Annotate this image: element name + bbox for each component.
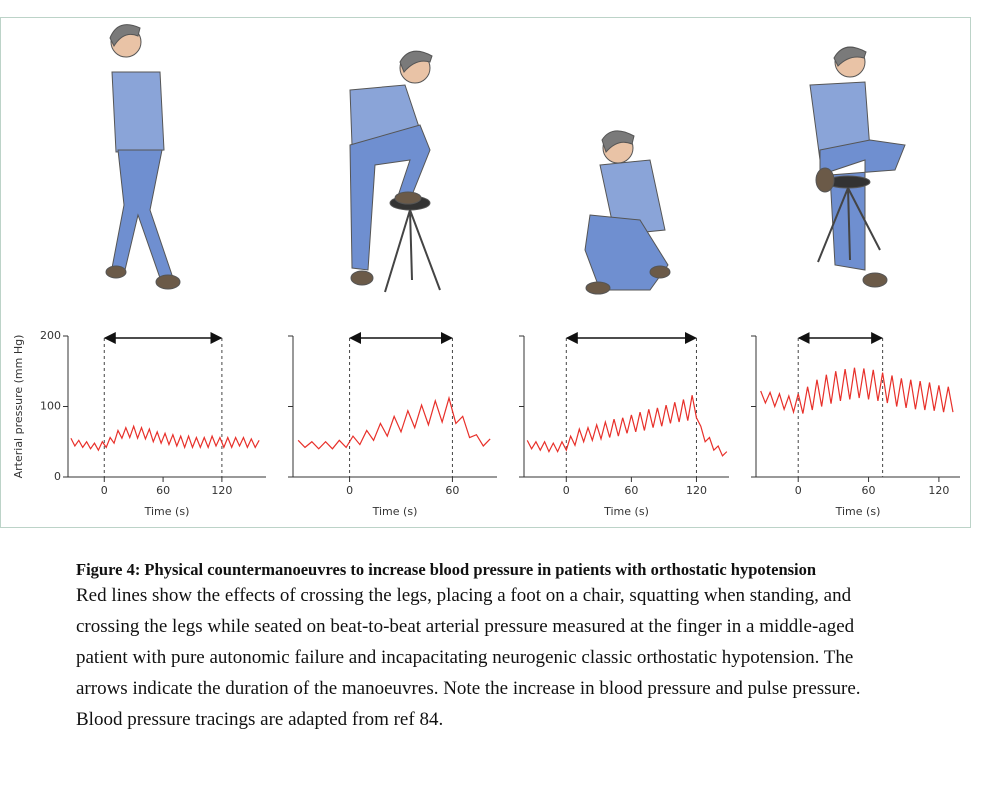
figure: 0 100 200 0 60 120 Time (s) Arterial pressure (…	[0, 17, 971, 528]
y-tick-label: 200	[40, 329, 61, 342]
pressure-trace	[760, 367, 954, 415]
x-axis-label: Time (s)	[372, 505, 418, 518]
person-standing	[105, 24, 181, 290]
x-tick-label: 120	[686, 484, 707, 497]
x-axis-label: Time (s)	[603, 505, 649, 518]
person-seated	[809, 46, 906, 288]
pressure-trace	[70, 424, 260, 452]
illustrations	[105, 24, 906, 295]
x-axis-label: Time (s)	[144, 505, 190, 518]
person-squat	[584, 130, 671, 295]
caption-text: Red lines show the effects of crossing t…	[76, 585, 861, 730]
x-tick-label: 60	[624, 484, 638, 497]
caption: Figure 4: Physical countermanoeuvres to …	[76, 560, 906, 735]
x-tick-label: 120	[211, 484, 232, 497]
pressure-trace	[526, 395, 728, 457]
x-axis-label: Time (s)	[835, 505, 881, 518]
pressure-trace	[297, 395, 491, 450]
x-tick-label: 60	[445, 484, 459, 497]
x-tick-label: 0	[563, 484, 570, 497]
y-axis-label: Arterial pressure (mm Hg)	[12, 335, 25, 479]
person-stool	[349, 50, 441, 293]
y-tick-label: 100	[40, 400, 61, 413]
x-tick-label: 60	[862, 484, 876, 497]
x-tick-label: 0	[795, 484, 802, 497]
x-tick-label: 120	[928, 484, 949, 497]
x-tick-label: 0	[101, 484, 108, 497]
x-tick-label: 0	[346, 484, 353, 497]
y-tick-label: 0	[54, 470, 61, 483]
figure-frame	[0, 17, 971, 528]
x-tick-label: 60	[156, 484, 170, 497]
caption-title: Figure 4: Physical countermanoeuvres to …	[76, 560, 817, 579]
